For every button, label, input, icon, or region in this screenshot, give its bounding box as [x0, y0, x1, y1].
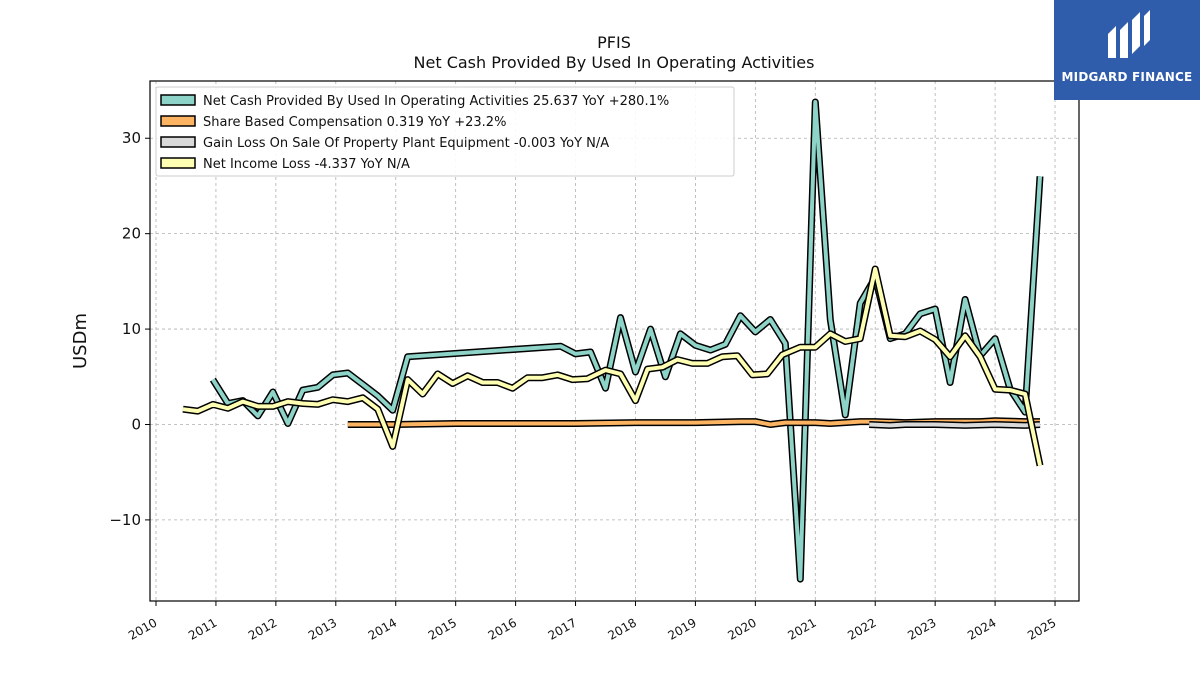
legend-swatch	[160, 94, 196, 106]
x-tick-label: 2010	[126, 615, 159, 642]
legend-frame	[155, 86, 735, 177]
x-tick-label: 2020	[725, 615, 758, 642]
x-tick-label: 2018	[606, 615, 639, 642]
x-tick-label: 2023	[905, 615, 938, 642]
midgard-finance-logo: MIDGARD FINANCE	[1054, 0, 1200, 100]
x-tick-label: 2011	[186, 615, 219, 642]
legend-swatch	[160, 157, 196, 169]
legend: Net Cash Provided By Used In Operating A…	[155, 86, 735, 177]
x-tick-label: 2016	[486, 615, 519, 642]
legend-label: Net Income Loss -4.337 YoY N/A	[203, 157, 410, 172]
y-tick-label: −10	[109, 511, 141, 529]
series-0	[209, 98, 1044, 583]
x-tick-label: 2014	[366, 615, 399, 642]
y-tick-label: 30	[122, 129, 141, 147]
series-2	[869, 421, 1041, 429]
chart-subtitle: Net Cash Provided By Used In Operating A…	[414, 53, 815, 72]
series-line	[869, 422, 1041, 428]
legend-label: Net Cash Provided By Used In Operating A…	[203, 94, 669, 109]
y-axis-label: USDm	[70, 313, 91, 369]
x-tick-label: 2017	[546, 615, 579, 642]
x-tick-label: 2024	[965, 615, 998, 642]
logo-mark-icon	[1108, 10, 1150, 58]
y-tick-label: 0	[131, 415, 141, 433]
axes: −10 0 10 20 30 2010 2011 2012 2013 2014 2015 2016 20…	[109, 129, 1058, 643]
series-3	[182, 265, 1044, 467]
x-tick-label: 2022	[845, 615, 878, 642]
x-tick-label: 2025	[1025, 615, 1058, 642]
legend-swatch	[160, 136, 196, 148]
x-tick-label: 2012	[246, 615, 279, 642]
series-layer	[182, 98, 1044, 583]
x-tick-label: 2015	[426, 615, 459, 642]
logo-text: MIDGARD FINANCE	[1061, 70, 1193, 84]
series-line	[211, 100, 1042, 582]
legend-label: Share Based Compensation 0.319 YoY +23.2…	[203, 115, 506, 130]
plot-frame	[149, 80, 1080, 602]
chart-title: PFIS	[597, 33, 631, 52]
x-tick-label: 2013	[306, 615, 339, 642]
y-tick-label: 20	[122, 225, 141, 243]
y-tick-label: 10	[122, 320, 141, 338]
x-tick-label: 2021	[785, 615, 818, 642]
series-line	[347, 418, 1040, 427]
legend-label: Gain Loss On Sale Of Property Plant Equi…	[203, 136, 609, 151]
series-line	[182, 267, 1042, 466]
legend-swatch	[160, 115, 196, 127]
series-1	[347, 417, 1040, 428]
x-tick-label: 2019	[665, 615, 698, 642]
